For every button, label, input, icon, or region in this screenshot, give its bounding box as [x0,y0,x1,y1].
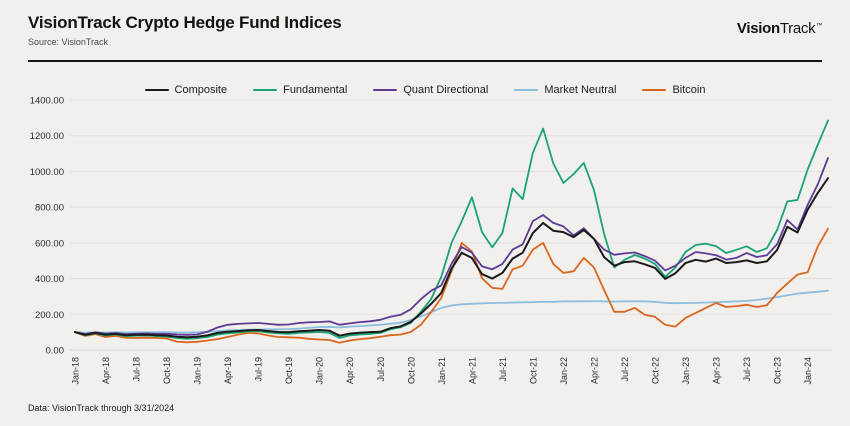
legend-swatch [642,88,667,92]
x-tick-label: Jan-20 [315,357,325,385]
visiontrack-logo: VisionTrack™ [737,20,822,37]
x-tick-label: Jan-18 [71,357,81,385]
x-tick-label: Jan-23 [681,357,691,385]
x-tick-label: Jul-22 [620,357,630,382]
y-tick-label: 200.00 [35,310,64,321]
report-header: VisionTrack Crypto Hedge Fund Indices So… [28,13,342,47]
x-tick-label: Jan-22 [559,357,569,385]
series-line-fundamental [74,119,829,340]
x-tick-label: Jul-20 [376,357,386,382]
legend-swatch [514,88,539,92]
chart-legend: Composite Fundamental Quant Directional Mar… [0,82,850,98]
legend-label: Fundamental [283,84,348,96]
y-tick-label: 1200.00 [30,131,64,142]
legend-item-bitcoin: Bitcoin [642,84,705,96]
legend-item-composite: Composite [144,84,228,96]
logo-regular-text: Track [779,20,816,37]
footer-note: Data: VisionTrack through 3/31/2024 [28,403,175,413]
legend-item-fundamental: Fundamental [253,84,347,96]
x-tick-label: Apr-18 [101,357,111,384]
legend-swatch [253,88,278,92]
legend-label: Composite [174,84,228,96]
page-title: VisionTrack Crypto Hedge Fund Indices [28,13,342,32]
trademark-symbol: ™ [816,23,822,29]
x-tick-label: Apr-20 [345,357,355,384]
x-tick-label: Apr-23 [712,357,722,384]
x-tick-label: Jan-19 [193,357,203,385]
legend-swatch [144,88,169,92]
x-tick-label: Jul-21 [498,357,508,382]
x-tick-label: Apr-21 [467,357,477,384]
x-tick-label: Oct-19 [284,357,294,384]
x-tick-label: Jan-21 [437,357,447,385]
y-tick-label: 0.00 [46,346,65,357]
x-tick-label: Jul-23 [742,357,752,382]
legend-item-market-neutral: Market Neutral [514,84,616,96]
y-tick-label: 600.00 [35,238,64,249]
x-tick-label: Jul-18 [132,357,142,382]
series-line-market-neutral [74,289,829,334]
x-tick-label: Oct-21 [528,357,538,384]
legend-label: Quant Directional [403,84,489,96]
header-divider [28,60,822,62]
source-subtitle: Source: VisionTrack [28,37,109,47]
legend-swatch [373,88,398,92]
x-tick-label: Oct-23 [773,357,783,384]
x-tick-label: Oct-20 [406,357,416,384]
y-tick-label: 1400.00 [30,96,64,107]
legend-item-quant-directional: Quant Directional [373,84,488,96]
y-tick-label: 800.00 [35,203,64,214]
x-tick-label: Oct-22 [651,357,661,384]
legend-label: Bitcoin [672,84,706,96]
x-tick-label: Jan-24 [803,357,813,385]
y-tick-label: 400.00 [35,274,64,285]
series-line-composite [74,177,829,339]
x-tick-label: Jul-19 [254,357,264,382]
logo-bold-text: Vision [736,20,780,37]
x-tick-label: Apr-19 [223,357,233,384]
series-line-quant-directional [74,157,829,336]
x-tick-label: Oct-18 [162,357,172,384]
x-tick-label: Apr-22 [589,357,599,384]
y-tick-label: 1000.00 [30,167,64,178]
legend-label: Market Neutral [544,84,617,96]
